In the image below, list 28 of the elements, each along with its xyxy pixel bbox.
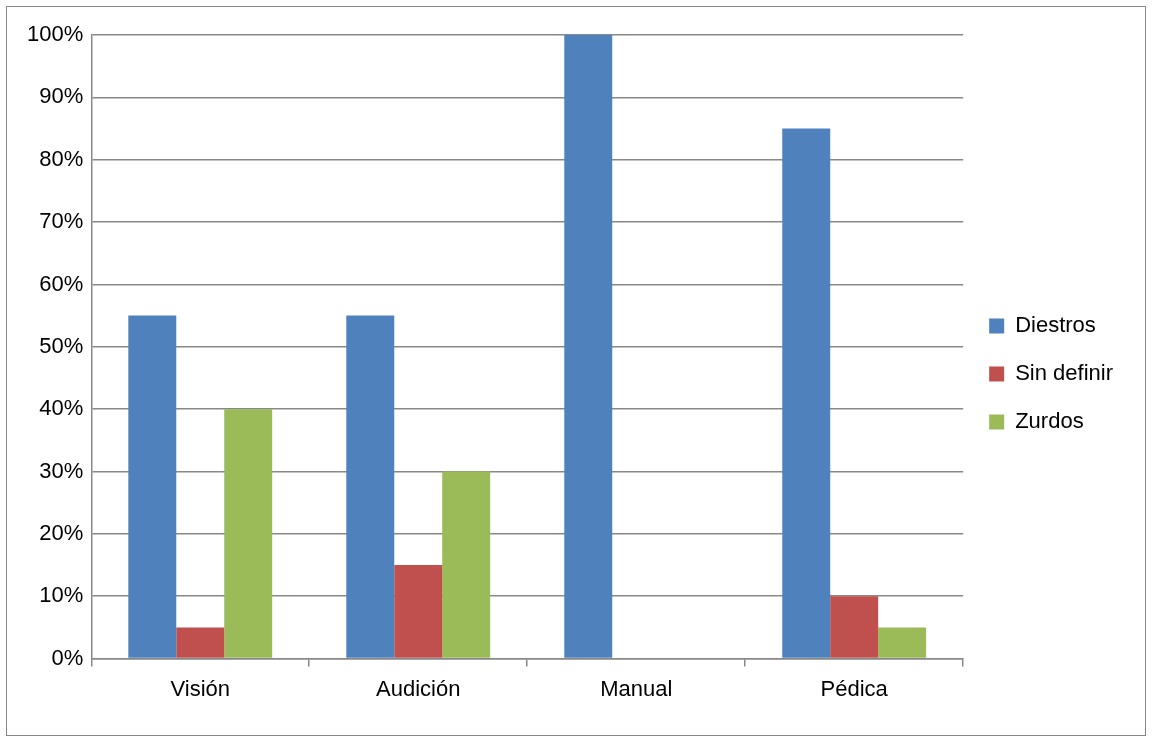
- bar: [176, 627, 225, 658]
- bar: [564, 35, 613, 658]
- bar: [878, 627, 927, 658]
- bar: [394, 565, 443, 658]
- x-tick-label: Pédica: [820, 675, 889, 701]
- bar: [782, 128, 831, 658]
- y-tick-label: 60%: [39, 270, 84, 296]
- y-tick-label: 80%: [39, 145, 84, 171]
- x-tick-label: Manual: [600, 675, 673, 701]
- y-tick-label: 0%: [51, 644, 84, 670]
- legend-label: Diestros: [1015, 312, 1096, 338]
- bar: [346, 315, 395, 658]
- legend-label: Zurdos: [1015, 408, 1084, 434]
- bar: [128, 315, 177, 658]
- y-tick-label: 20%: [39, 519, 84, 545]
- y-tick-label: 70%: [39, 208, 84, 234]
- y-tick-label: 10%: [39, 582, 84, 608]
- x-tick-label: Audición: [376, 675, 461, 701]
- x-tick-label: Visión: [170, 675, 231, 701]
- legend-label: Sin definir: [1015, 360, 1114, 386]
- y-tick-label: 100%: [26, 21, 84, 47]
- y-tick-label: 50%: [39, 332, 84, 358]
- bar: [224, 409, 273, 658]
- y-tick-label: 40%: [39, 395, 84, 421]
- bar: [442, 471, 491, 658]
- y-tick-label: 30%: [39, 457, 84, 483]
- y-tick-label: 90%: [39, 83, 84, 109]
- bar: [830, 596, 879, 658]
